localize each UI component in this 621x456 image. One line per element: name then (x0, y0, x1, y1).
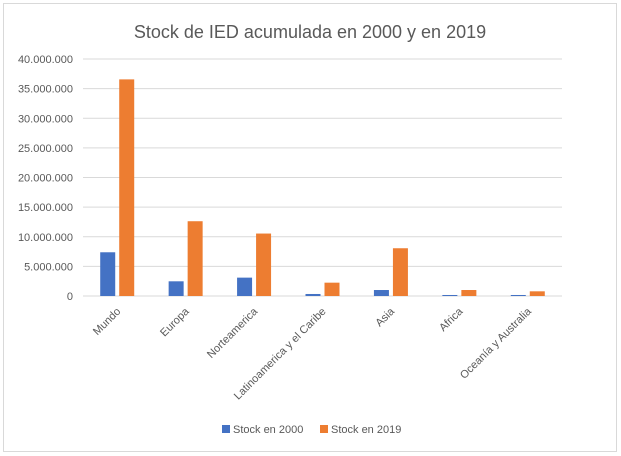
bar-2019 (392, 248, 408, 296)
y-tick-label: 10.000.000 (18, 232, 73, 244)
bar-2019 (119, 79, 135, 296)
chart-frame (3, 3, 617, 452)
x-tick-label: Asia (373, 305, 397, 329)
bar-2019 (256, 233, 272, 296)
legend-swatch (222, 425, 230, 433)
bar-2000 (168, 281, 184, 296)
bar-2019 (187, 221, 203, 296)
x-tick-label: Norteamerica (205, 305, 261, 361)
bar-2000 (510, 294, 526, 296)
y-tick-label: 5.000.000 (24, 261, 73, 273)
x-tick-label: Europa (158, 305, 192, 339)
chart-title: Stock de IED acumulada en 2000 y en 2019 (134, 22, 486, 42)
bar-2000 (100, 252, 116, 296)
y-tick-label: 30.000.000 (18, 113, 73, 125)
y-tick-label: 25.000.000 (18, 143, 73, 155)
bar-2000 (373, 290, 389, 296)
x-tick-label: Mundo (91, 306, 123, 338)
bar-2000 (237, 277, 253, 296)
bar-2000 (442, 294, 458, 296)
legend-label: Stock en 2019 (331, 424, 401, 436)
y-tick-label: 0 (67, 291, 73, 303)
y-tick-label: 40.000.000 (18, 54, 73, 66)
y-tick-label: 15.000.000 (18, 202, 73, 214)
bar-2019 (461, 290, 477, 296)
legend-label: Stock en 2000 (233, 424, 303, 436)
legend-swatch (320, 425, 328, 433)
y-tick-label: 20.000.000 (18, 173, 73, 185)
bar-2000 (305, 293, 321, 296)
x-tick-label: Africa (437, 305, 466, 334)
x-tick-label: Oceanía y Australia (458, 305, 535, 382)
y-tick-label: 35.000.000 (18, 84, 73, 96)
bar-2019 (529, 291, 545, 296)
bar-2019 (324, 282, 340, 296)
